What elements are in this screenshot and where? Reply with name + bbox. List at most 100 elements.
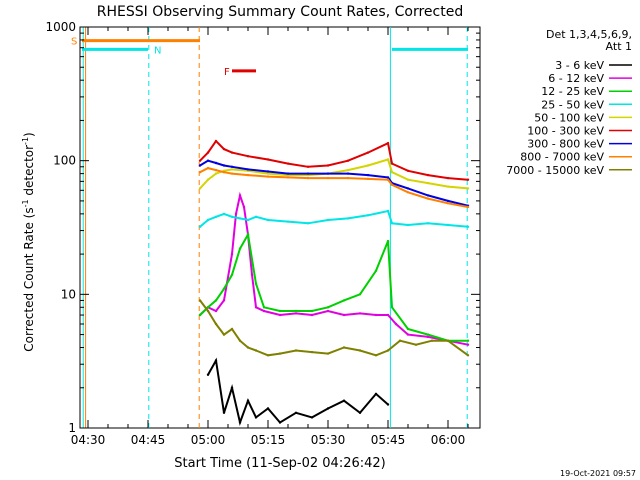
data-point [254, 306, 258, 309]
data-point [214, 215, 218, 218]
y-tick-label: 1 [68, 421, 76, 435]
data-point [346, 168, 350, 172]
data-point [206, 373, 210, 376]
data-point [358, 349, 362, 352]
data-point [198, 159, 202, 162]
data-point [286, 162, 290, 165]
x-tick-label: 05:15 [251, 433, 286, 447]
data-point [230, 273, 234, 276]
data-point [394, 322, 398, 326]
y-tick-label: 10 [61, 287, 76, 301]
data-point [430, 339, 434, 342]
data-point [206, 218, 210, 222]
data-point [262, 306, 266, 309]
data-point [342, 313, 346, 317]
legend-entry-label: 100 - 300 keV [527, 125, 604, 138]
data-point [294, 411, 298, 414]
data-point [346, 176, 350, 180]
x-tick-label: 06:00 [431, 433, 466, 447]
data-point [426, 333, 430, 336]
data-point [310, 313, 314, 317]
data-point [262, 309, 266, 313]
chart-title: RHESSI Observing Summary Count Rates, Co… [97, 4, 463, 20]
data-point [198, 187, 202, 190]
data-point [326, 164, 330, 167]
data-point [306, 176, 310, 180]
series-line [199, 159, 469, 207]
data-point [246, 346, 250, 349]
data-point [246, 399, 250, 402]
data-point [306, 222, 310, 225]
data-point [222, 171, 226, 174]
data-point [242, 205, 246, 209]
data-point [446, 202, 450, 205]
data-point [386, 142, 390, 145]
legend-entry-label: 3 - 6 keV [555, 59, 604, 72]
legend-entry-label: 800 - 7000 keV [520, 151, 604, 164]
data-point [446, 223, 450, 227]
legend-entry-label: 300 - 800 keV [527, 138, 604, 151]
data-point [366, 177, 370, 181]
data-point [238, 247, 242, 250]
data-point [342, 299, 346, 302]
plot-border [79, 26, 481, 429]
data-point [390, 162, 394, 165]
data-point [386, 313, 390, 317]
legend-header-line: Att 1 [606, 40, 632, 53]
data-point [230, 165, 234, 168]
data-point [286, 220, 290, 223]
y-axis-label: Corrected Count Rate (s-1 detector-1) [21, 132, 36, 351]
data-point [294, 309, 298, 313]
data-point [374, 354, 378, 357]
data-point [230, 327, 234, 331]
data-point [406, 191, 410, 194]
data-point [206, 151, 210, 154]
data-point [358, 411, 362, 414]
data-point [406, 223, 410, 227]
x-axis-label: Start Time (11-Sep-02 04:26:42) [174, 456, 385, 471]
data-point [246, 173, 250, 177]
data-point [366, 151, 370, 154]
data-point [214, 139, 218, 143]
data-point [406, 333, 410, 336]
data-point [286, 176, 290, 179]
data-point [374, 269, 378, 272]
data-point [238, 194, 242, 197]
legend-header-line: Det 1,3,4,5,6,9, [546, 28, 632, 41]
data-point [222, 411, 226, 414]
data-point [278, 352, 282, 355]
data-point [390, 306, 394, 309]
x-tick-label: 05:00 [191, 433, 226, 447]
data-point [390, 171, 394, 174]
series-line [199, 139, 469, 181]
data-point [326, 352, 330, 355]
data-point [326, 309, 330, 313]
data-point [386, 178, 390, 181]
data-point [206, 309, 210, 313]
instrument-state-lines [82, 27, 468, 428]
data-point [250, 273, 254, 276]
observing-flags: S N F [71, 37, 468, 78]
data-point [406, 187, 410, 190]
data-point [278, 421, 282, 424]
legend-entry-label: 50 - 100 keV [534, 111, 604, 124]
data-point [342, 346, 346, 349]
data-point [326, 407, 330, 410]
flag-label: F [224, 67, 230, 78]
data-point [222, 287, 226, 290]
data-point [266, 354, 270, 357]
data-point [386, 349, 390, 352]
energy-band-series [198, 139, 470, 427]
data-point [466, 225, 470, 228]
legend-entry-label: 6 - 12 keV [548, 72, 604, 85]
data-point [326, 176, 330, 180]
flag-label: S [71, 37, 77, 48]
data-point [246, 168, 250, 171]
data-point [326, 306, 330, 309]
data-point [466, 187, 470, 190]
axes: 04:30 04:45 05:00 05:15 05:30 05:45 06:00 1 10 10… [45, 20, 480, 447]
data-point [206, 166, 210, 170]
data-point [426, 197, 430, 200]
data-point [206, 159, 210, 162]
data-point [466, 178, 470, 181]
